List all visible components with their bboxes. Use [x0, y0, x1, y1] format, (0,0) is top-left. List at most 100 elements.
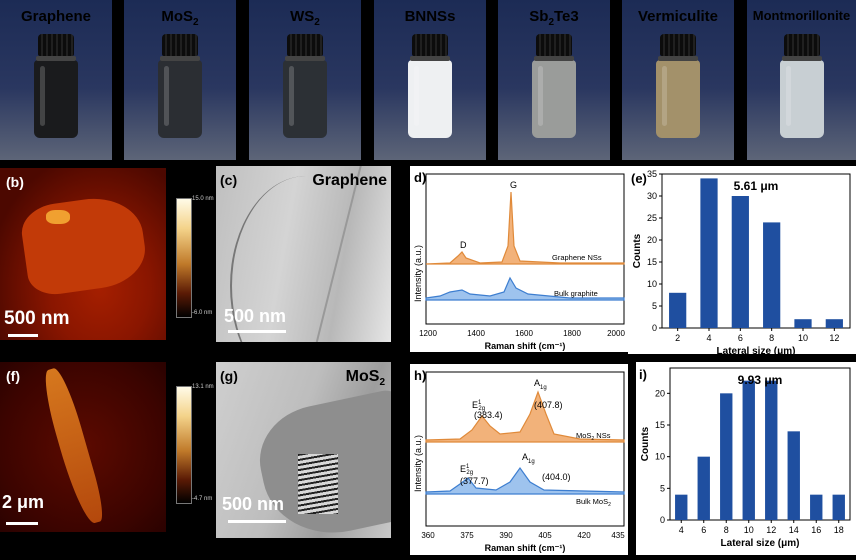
panel-g-scale-bar — [228, 520, 286, 523]
panel-g-tag: (g) — [220, 368, 238, 384]
panel-b-tag: (b) — [6, 174, 24, 190]
panel-f-scale-bar — [6, 522, 38, 525]
raman-h-xticks: 360 375 390 405 420 435 — [421, 531, 625, 540]
vial-label: MoS2 — [124, 8, 236, 28]
raman-d-xticks: 1200 1400 1600 1800 2000 — [419, 329, 625, 338]
raman-panel-mos2: h) E1 2g (383.4) A1g (407.8) E1 2g (377.7)… — [410, 364, 628, 555]
raman-panel-graphene: d) D G Graphene NSs Bulk graphite Intens… — [410, 166, 628, 352]
raman-d-xtick: 1800 — [563, 329, 581, 338]
panel-c-scale-label: 500 nm — [224, 306, 287, 326]
vial-neck — [781, 56, 822, 61]
vial-label-sub: 2 — [193, 17, 199, 28]
histogram-bar — [763, 222, 781, 328]
vial-neck — [285, 56, 325, 61]
panel-g-title-sub: 2 — [379, 377, 385, 389]
panel-g-title-main: MoS — [345, 368, 380, 385]
histogram-bar — [742, 380, 755, 520]
vial-label-main: MoS — [161, 8, 194, 25]
chart-title: 5.61 μm — [734, 179, 779, 193]
x-tick-label: 10 — [744, 525, 754, 535]
vial-label: Vermiculite — [622, 8, 734, 25]
raman-h-bot-e-value: (377.7) — [460, 476, 489, 486]
vial-label: Montmorillonite — [747, 8, 856, 23]
y-tick-label: 0 — [652, 323, 657, 333]
chart-xlabel: Lateral size (μm) — [721, 538, 800, 549]
panel-f-tag: (f) — [6, 368, 20, 384]
vial-bottle — [532, 60, 576, 138]
colorbar-b-bottom: -6.0 nm — [192, 310, 213, 316]
histogram-panel-i: 4 6 8 10 12 14 16 18 0 5 10 15 20 Lateral size (μm) Co… — [636, 362, 856, 555]
vial-label-main: Sb — [529, 8, 549, 25]
vial-label-main: Graphene — [20, 8, 92, 25]
x-tick-label: 18 — [834, 525, 844, 535]
raman-h-xtick: 375 — [460, 531, 474, 540]
histogram-bar — [697, 456, 710, 520]
vial-cap — [162, 34, 198, 56]
raman-trace-graphene-ns — [425, 191, 625, 265]
x-tick-label: 10 — [798, 333, 808, 343]
x-tick-label: 8 — [769, 333, 774, 343]
raman-d-xtick: 1200 — [419, 329, 437, 338]
histogram-bar — [832, 494, 845, 520]
raman-h-xlabel: Raman shift (cm⁻¹) — [485, 543, 566, 553]
vial-panel: Sb2Te3 — [498, 0, 610, 160]
vial-bottle — [779, 60, 824, 138]
vial-bottle — [408, 60, 452, 138]
panel-g-scale-label: 500 nm — [222, 494, 285, 514]
vial-cap — [287, 34, 323, 56]
panel-h-tag: h) — [414, 368, 426, 383]
raman-d-xtick: 1600 — [515, 329, 533, 338]
histogram-panel-e: 2 4 6 8 10 12 0 5 10 15 20 25 30 35 Lateral size (μm) C… — [628, 166, 856, 357]
x-tick-label: 2 — [675, 333, 680, 343]
y-tick-label: 15 — [647, 257, 657, 267]
chart-ylabel: Counts — [640, 426, 651, 461]
raman-h-xtick: 360 — [421, 531, 435, 540]
raman-trace-bulk-graphite — [425, 276, 625, 301]
afm-flake-highlight — [46, 210, 70, 224]
vial-panel: WS2 — [249, 0, 361, 160]
panel-c-scale-bar — [228, 330, 286, 333]
vial-bottle — [656, 60, 700, 138]
raman-h-trace-label-ns: MoS2 NSs — [576, 431, 611, 442]
histogram-chart-i: 4 6 8 10 12 14 16 18 0 5 10 15 20 Lateral size (μm) Co… — [639, 367, 851, 549]
vial-neck — [410, 56, 450, 61]
raman-peak-d: D — [460, 240, 467, 250]
x-tick-label: 6 — [738, 333, 743, 343]
raman-h-bot-a-label: A1g — [522, 452, 535, 465]
histogram-bar — [825, 319, 843, 328]
y-tick-label: 5 — [652, 301, 657, 311]
raman-h-bot-e-label: E1 2g — [460, 464, 473, 476]
x-tick-label: 12 — [766, 525, 776, 535]
panel-g-title: MoS2 — [346, 368, 385, 388]
raman-peak-g: G — [510, 180, 517, 190]
y-tick-label: 10 — [647, 279, 657, 289]
histogram-bar — [731, 196, 749, 328]
raman-h-bot-a-value: (404.0) — [542, 472, 571, 482]
colorbar-f-top: 13.1 nm — [192, 384, 214, 390]
panel-b-scale-label: 500 nm — [4, 308, 70, 329]
x-tick-label: 14 — [789, 525, 799, 535]
vial-label-main: BNNSs — [404, 8, 456, 25]
vial-label-main: Vermiculite — [637, 8, 719, 25]
panel-f-scale-label: 2 μm — [2, 492, 45, 512]
afm-image-graphene: (b) 500 nm — [0, 168, 166, 340]
vial-neck — [658, 56, 698, 61]
vial-panel: MoS2 — [124, 0, 236, 160]
panel-b-scale-bar — [8, 334, 38, 337]
vial-label: WS2 — [249, 8, 361, 28]
y-tick-label: 0 — [660, 515, 665, 525]
histogram-bar — [765, 380, 778, 520]
vial-label-post: Te3 — [554, 8, 579, 25]
raman-h-top-a-value: (407.8) — [534, 400, 563, 410]
vial-panel: Graphene — [0, 0, 112, 160]
vial-cap — [412, 34, 448, 56]
afm-colorbar-f — [176, 386, 192, 504]
histogram-bar — [700, 178, 718, 328]
raman-chart-graphene: d) D G Graphene NSs Bulk graphite Intens… — [413, 170, 625, 351]
chart-panel-tag: (e) — [631, 171, 647, 186]
afm-colorbar-b — [176, 198, 192, 318]
tem-mos2-stripes — [298, 454, 338, 514]
vial-label-main: WS — [290, 8, 315, 25]
afm-image-mos2: (f) 2 μm — [0, 362, 166, 532]
raman-d-ylabel: Intensity (a.u.) — [413, 245, 423, 302]
